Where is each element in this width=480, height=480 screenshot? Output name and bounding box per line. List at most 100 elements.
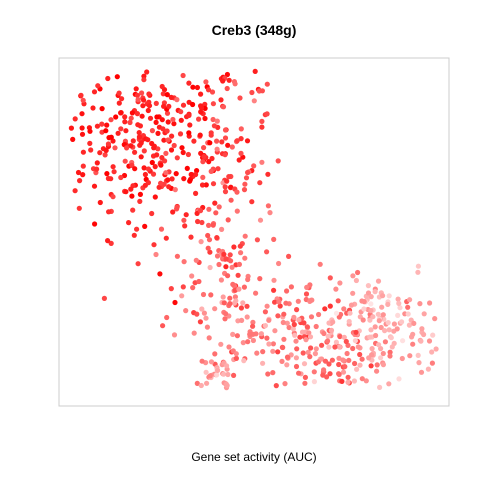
- data-point: [227, 252, 233, 258]
- data-point: [215, 367, 221, 373]
- data-point: [359, 356, 365, 362]
- data-point: [153, 100, 159, 106]
- data-point: [208, 359, 215, 365]
- data-point: [415, 269, 421, 275]
- data-point: [386, 327, 392, 333]
- data-point: [151, 145, 157, 151]
- data-point: [368, 308, 374, 314]
- data-point: [251, 163, 257, 169]
- data-point: [131, 232, 137, 238]
- data-point: [267, 210, 273, 216]
- data-point: [415, 263, 421, 269]
- data-point: [223, 256, 229, 262]
- data-point: [296, 317, 302, 323]
- data-point: [193, 257, 199, 263]
- data-point: [374, 362, 380, 368]
- data-point: [399, 355, 405, 362]
- data-point: [240, 300, 246, 306]
- data-point: [118, 110, 124, 116]
- data-point: [258, 331, 264, 337]
- data-point: [201, 310, 207, 316]
- data-point: [322, 358, 329, 364]
- data-point: [132, 149, 138, 155]
- data-point: [311, 379, 317, 385]
- data-point: [297, 334, 303, 340]
- data-point: [290, 326, 296, 332]
- chart-title: Creb3 (348g): [212, 22, 297, 38]
- data-point: [203, 182, 209, 188]
- data-point: [233, 298, 239, 304]
- data-point: [142, 223, 148, 229]
- data-point: [259, 124, 265, 130]
- data-point: [181, 259, 187, 265]
- data-point: [135, 122, 141, 128]
- data-point: [212, 351, 218, 357]
- data-point: [227, 301, 233, 307]
- data-point: [405, 311, 411, 317]
- data-point: [363, 378, 369, 384]
- data-point: [242, 233, 248, 239]
- data-point: [266, 317, 272, 323]
- data-point: [275, 349, 281, 355]
- data-point: [208, 292, 214, 298]
- data-point: [206, 335, 212, 341]
- data-point: [190, 285, 196, 291]
- data-point: [275, 158, 281, 164]
- data-point: [399, 319, 405, 325]
- data-point: [218, 341, 224, 347]
- data-point: [150, 171, 157, 177]
- data-point: [370, 314, 376, 320]
- data-point: [239, 317, 245, 323]
- data-point: [207, 249, 213, 255]
- data-point: [308, 314, 315, 320]
- data-point: [173, 171, 179, 177]
- data-point: [105, 141, 111, 147]
- data-point: [222, 152, 228, 158]
- data-point: [396, 376, 402, 382]
- data-point: [266, 341, 272, 347]
- data-point: [195, 218, 201, 225]
- data-point: [108, 176, 114, 182]
- data-point: [142, 171, 148, 178]
- data-point: [172, 187, 178, 193]
- data-point: [191, 330, 197, 336]
- data-point: [166, 103, 172, 109]
- data-point: [179, 293, 185, 299]
- data-point: [320, 372, 326, 378]
- data-point: [288, 284, 294, 290]
- data-point: [153, 119, 159, 125]
- data-point: [260, 349, 266, 355]
- data-point: [234, 138, 240, 144]
- data-point: [353, 277, 359, 284]
- data-point: [174, 204, 180, 210]
- data-point: [234, 208, 240, 214]
- data-point: [135, 261, 141, 267]
- data-point: [232, 81, 238, 87]
- data-point: [160, 91, 166, 97]
- data-point: [333, 310, 340, 316]
- data-point: [373, 332, 379, 339]
- data-point: [115, 130, 121, 136]
- data-point: [313, 323, 319, 330]
- data-point: [149, 210, 155, 217]
- data-point: [137, 198, 143, 204]
- data-point: [169, 133, 175, 139]
- data-point: [260, 360, 266, 366]
- data-point: [241, 187, 248, 193]
- data-point: [164, 314, 170, 321]
- data-point: [124, 145, 130, 151]
- data-point: [244, 314, 250, 320]
- data-point: [198, 382, 204, 389]
- data-point: [306, 330, 312, 336]
- data-point: [149, 128, 155, 134]
- data-point: [369, 346, 375, 352]
- data-point: [339, 378, 345, 384]
- data-point: [272, 328, 278, 334]
- data-point: [254, 237, 260, 243]
- data-point: [194, 168, 200, 174]
- data-point: [164, 92, 170, 98]
- data-point: [79, 111, 85, 117]
- data-point: [90, 105, 96, 111]
- data-point: [333, 286, 339, 292]
